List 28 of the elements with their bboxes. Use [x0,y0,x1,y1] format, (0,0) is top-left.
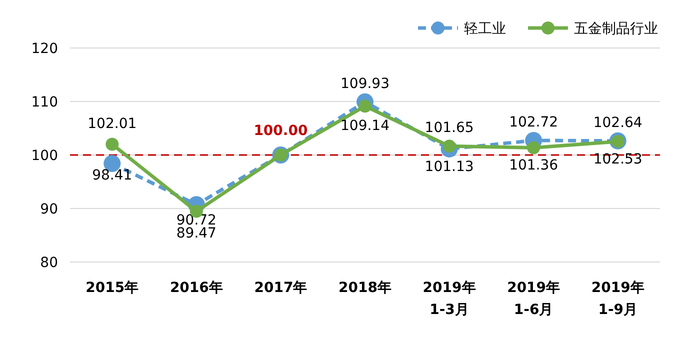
x-tick-label: 2018年 [338,280,392,296]
x-tick-label: 2015年 [86,280,139,296]
annotation: 100.00 [254,123,308,139]
data-label: 89.47 [176,225,216,242]
data-label: 98.41 [92,168,132,184]
x-tick-label: 2017年 [254,280,308,296]
data-label: 102.72 [509,114,558,130]
y-tick-label: 120 [31,41,58,57]
legend-label: 五金制品行业 [574,21,658,37]
x-tick-label: 2019年 1-9月 [591,280,644,318]
x-tick-label: 2016年 [170,280,223,296]
data-label: 109.14 [340,118,390,134]
data-label: 101.65 [424,120,474,136]
data-label: 102.01 [88,116,137,132]
y-tick-label: 100 [31,148,58,164]
x-tick-label: 2019年 1-6月 [507,280,560,318]
point [106,138,119,151]
data-label: 102.64 [593,114,642,131]
x-tick-label: 2019年 1-3月 [422,280,476,318]
data-label: 102.53 [593,151,642,168]
y-tick-label: 80 [40,255,58,271]
legend-label: 轻工业 [464,21,506,37]
y-tick-label: 90 [40,202,58,218]
point [527,141,540,154]
y-tick-label: 110 [31,94,58,110]
data-label: 101.36 [509,158,558,174]
data-label: 109.93 [340,76,390,92]
data-label: 101.13 [424,158,474,175]
